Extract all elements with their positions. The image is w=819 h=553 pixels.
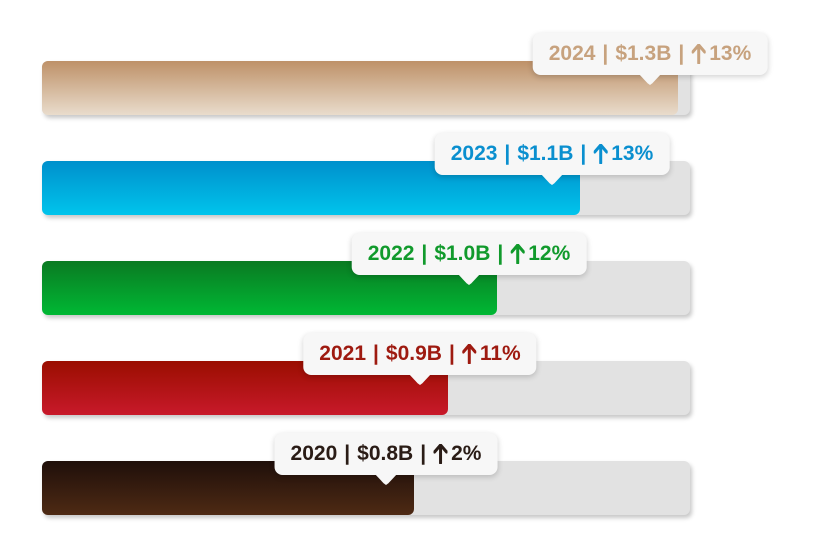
separator: | [580,142,587,165]
bar-row-2021: 2021 | $0.9B | 11% [42,333,690,415]
year-label: 2020 [290,442,338,465]
up-arrow-icon [593,144,608,164]
separator: | [373,342,379,365]
bar-row-2020: 2020 | $0.8B | 2% [42,433,690,515]
up-arrow-icon [461,344,476,364]
year-label: 2023 [450,142,498,165]
separator: | [602,42,609,65]
data-label-2024: 2024 | $1.3B | 13% [532,33,768,75]
growth-label: 11% [479,342,521,365]
year-label: 2022 [367,242,415,265]
up-arrow-icon [510,244,525,264]
bar-row-2023: 2023 | $1.1B | 13% [42,133,690,215]
value-label: $0.9B [385,342,442,365]
bar-row-2024: 2024 | $1.3B | 13% [42,33,768,115]
separator: | [504,142,511,165]
value-label: $1.1B [517,142,574,165]
separator: | [344,442,351,465]
data-label-2020: 2020 | $0.8B | 2% [274,433,498,475]
separator: | [420,442,427,465]
growth-label: 13% [709,42,752,65]
separator: | [421,242,428,265]
year-label: 2021 [319,342,367,365]
growth-label: 2% [451,442,482,465]
up-arrow-icon [691,44,706,64]
data-label-2023: 2023 | $1.1B | 13% [434,133,670,175]
growth-label: 12% [528,242,571,265]
data-label-2021: 2021 | $0.9B | 11% [303,333,537,375]
up-arrow-icon [433,444,448,464]
bar-row-2022: 2022 | $1.0B | 12% [42,233,690,315]
value-label: $1.0B [434,242,491,265]
separator: | [678,42,685,65]
separator: | [448,342,455,365]
value-label: $1.3B [615,42,672,65]
value-label: $0.8B [357,442,414,465]
year-label: 2024 [548,42,596,65]
data-label-2022: 2022 | $1.0B | 12% [351,233,587,275]
separator: | [497,242,504,265]
growth-label: 13% [611,142,654,165]
